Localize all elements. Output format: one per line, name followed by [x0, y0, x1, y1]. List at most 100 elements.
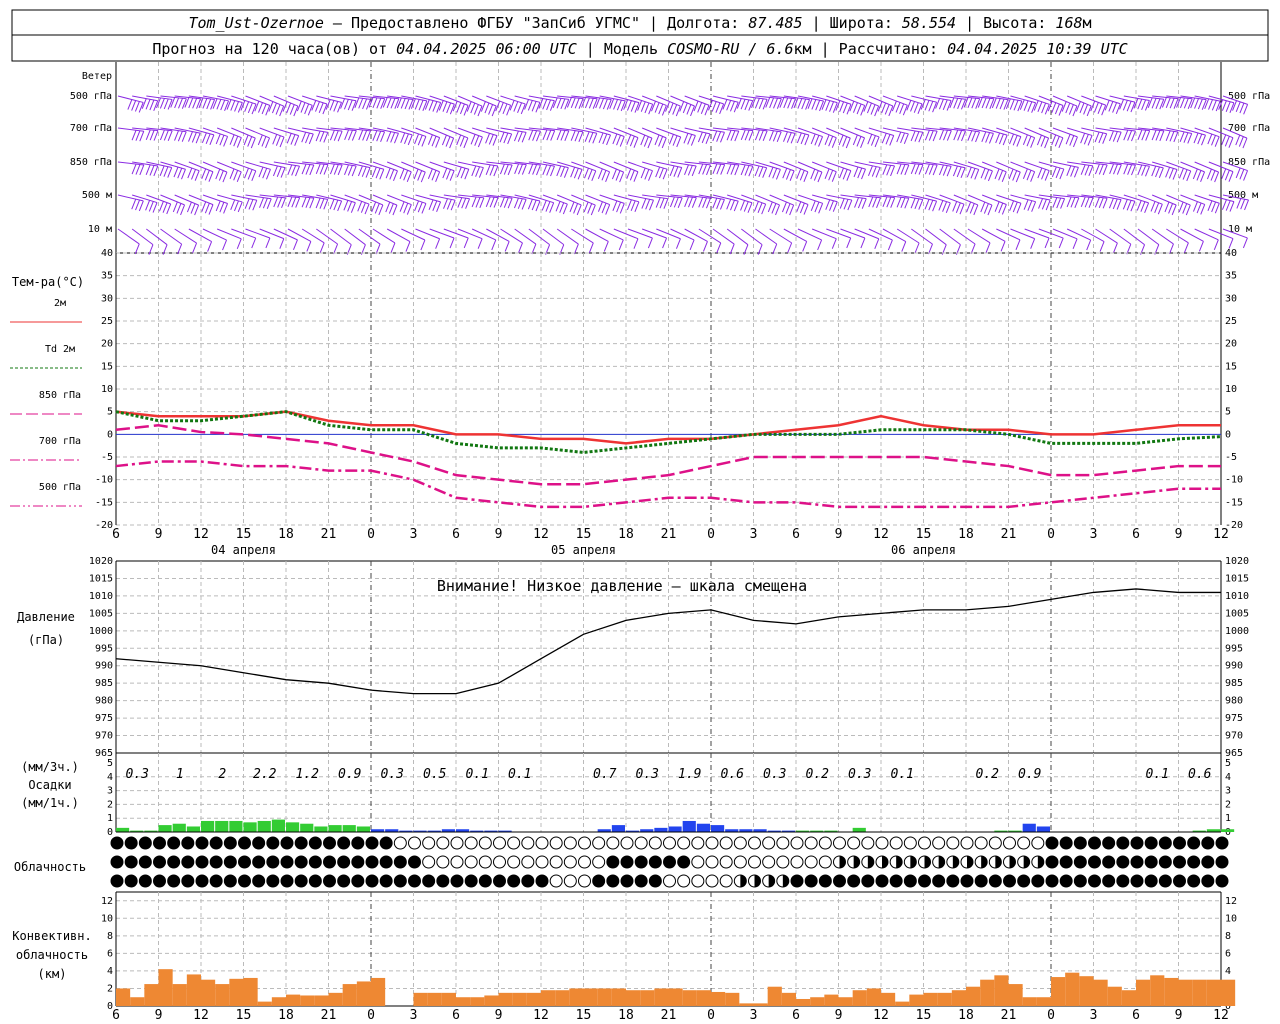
wind-barb-feather: [821, 99, 827, 110]
convective-bar: [1065, 972, 1080, 1006]
cloud-cover-symbol: [762, 836, 776, 850]
x-tick-label: 9: [835, 1008, 843, 1023]
wind-barb-feather: [286, 133, 292, 144]
wind-barb-feather: [1127, 164, 1133, 175]
wind-barb-feather: [810, 168, 816, 180]
wind-barb-feather: [287, 196, 293, 208]
cloud-cover-symbol: [351, 855, 365, 869]
wind-barb-feather: [1093, 102, 1099, 113]
convective-bar: [356, 981, 371, 1006]
wind-barb-feather: [781, 201, 787, 213]
wind-barb-feather: [531, 199, 537, 211]
wind-barb-feather: [210, 99, 216, 110]
wind-barb-feather: [980, 201, 986, 213]
wind-barb-feather: [301, 197, 307, 208]
y-tick-label-right: 10: [1225, 913, 1237, 924]
precip-bar: [229, 820, 243, 832]
wind-barb-feather: [842, 169, 848, 180]
wind-barb-feather: [372, 97, 378, 109]
cloud-cover-symbol: [1017, 836, 1031, 850]
wind-barb: [542, 228, 565, 246]
wind-barb-feather: [366, 130, 371, 142]
convective-bar: [980, 979, 995, 1006]
cloud-cover-half: [967, 856, 973, 868]
wind-barb-feather: [463, 237, 469, 249]
wind-barb-feather: [815, 100, 821, 111]
wind-barb-feather: [1059, 168, 1065, 180]
precip-bar: [158, 825, 172, 832]
wind-barb-feather: [457, 197, 463, 208]
wind-barb-feather: [350, 202, 356, 213]
wind-barb: [967, 228, 991, 244]
wind-barb-feather: [477, 105, 483, 117]
cloud-cover-symbol: [1045, 855, 1059, 869]
cloud-cover-half: [782, 875, 789, 887]
cloud-cover-half: [1037, 856, 1044, 868]
wind-barb-feather: [1036, 134, 1042, 146]
wind-barb-feather: [323, 132, 329, 143]
cloud-cover-symbol: [153, 836, 166, 850]
wind-barb-feather: [612, 200, 618, 212]
wind-barb-feather: [689, 239, 695, 251]
wind-barb-feather: [386, 97, 392, 109]
wind-barb-feather: [693, 100, 699, 112]
precip-bar: [1221, 829, 1235, 832]
wind-barb-feather: [744, 99, 750, 111]
wind-barb-feather: [1183, 242, 1189, 253]
wind-barb-feather: [135, 130, 141, 141]
wind-barb-feather: [647, 237, 653, 249]
x-tick-label: 12: [193, 527, 209, 542]
cloud-cover-symbol: [1144, 874, 1158, 888]
wind-barb-feather: [712, 130, 718, 142]
wind-barb-feather: [223, 203, 229, 214]
precip-unit-3h: (мм/3ч.): [21, 760, 79, 774]
cloud-cover-half: [995, 856, 1002, 868]
wind-barb-feather: [1041, 199, 1047, 210]
wind-barb-feather: [772, 243, 778, 255]
precip-amount-label: 1.2: [296, 767, 320, 782]
wind-barb-feather: [619, 136, 625, 147]
wind-barb-feather: [609, 98, 615, 109]
wind-barb-feather: [1122, 100, 1128, 111]
wind-barb-feather: [542, 164, 548, 176]
wind-barb-feather: [1164, 201, 1170, 213]
cloud-cover-symbol: [691, 855, 705, 869]
wind-barb-feather: [578, 131, 584, 142]
x-tick-label: 0: [707, 1008, 715, 1023]
cloud-cover-symbol: [238, 855, 251, 869]
wind-barb-feather: [974, 169, 980, 180]
wind-barb-feather: [863, 101, 869, 112]
wind-barb-feather: [234, 200, 239, 212]
cloud-cover-symbol: [918, 874, 931, 888]
wind-barb-feather: [673, 166, 679, 177]
cloud-cover-symbol: [365, 874, 379, 888]
cloud-cover-symbol: [323, 874, 336, 888]
cloud-cover-symbol: [351, 874, 365, 888]
wind-barb-feather: [559, 202, 565, 213]
wind-barb-feather: [333, 101, 339, 112]
wind-barb-feather: [337, 164, 343, 176]
wind-barb-feather: [574, 131, 580, 142]
wind-barb-feather: [134, 243, 140, 255]
wind-barb-feather: [280, 167, 286, 178]
wind-barb-feather: [309, 197, 315, 209]
wind-barb-feather: [362, 98, 368, 110]
wind-barb-feather: [170, 97, 176, 108]
precip-bar: [172, 823, 186, 832]
wind-barb-feather: [789, 170, 795, 182]
y-tick-label-right: 965: [1225, 748, 1243, 759]
x-tick-label: 6: [1132, 527, 1140, 542]
wind-barb: [1194, 161, 1219, 173]
wind-barb-feather: [698, 197, 704, 208]
wind-barb-feather: [629, 170, 635, 181]
wind-barb-feather: [564, 130, 570, 142]
wind-barb-feather: [634, 201, 640, 212]
wind-barb-feather: [590, 204, 596, 216]
wind-barb-feather: [491, 239, 497, 251]
wind-barb-feather: [295, 197, 301, 208]
wind-barb: [259, 95, 284, 107]
wind-barb-feather: [819, 100, 824, 112]
wind-barb-feather: [845, 137, 851, 149]
wind-barb-feather: [712, 197, 718, 209]
wind-barb-feather: [388, 203, 394, 214]
